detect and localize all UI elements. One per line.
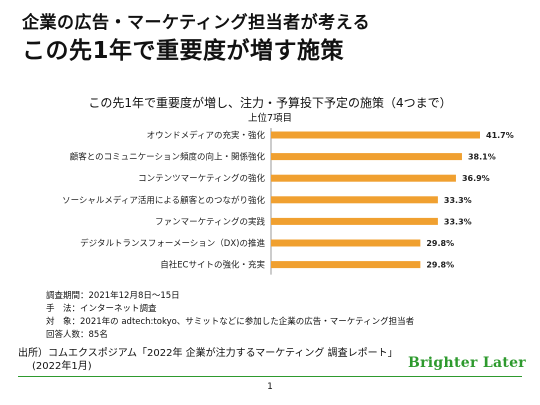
- data-label: 36.9%: [462, 174, 490, 183]
- data-label: 38.1%: [468, 153, 496, 162]
- source-line-1: 出所）コムエクスポジアム「2022年 企業が注力するマーケティング 調査レポート…: [18, 348, 398, 359]
- survey-notes: 調査期間：2021年12月8日〜15日 手 法：インターネット調査 対 象：20…: [46, 290, 414, 342]
- bar: [271, 239, 421, 247]
- note-target: 対 象：2021年の adtech:tokyo、サミットなどに参加した企業の広告…: [46, 317, 415, 327]
- category-label: ファンマーケティングの実践: [155, 216, 265, 227]
- note-respondents: 回答人数：85名: [46, 330, 108, 340]
- category-label: デジタルトランスフォーメーション（DX)の推進: [80, 238, 265, 249]
- heading-line-1: 企業の広告・マーケティング担当者が考える: [22, 13, 371, 33]
- data-label: 29.8%: [426, 261, 454, 270]
- page-number: 1: [267, 382, 273, 392]
- bar: [271, 131, 480, 139]
- bar: [271, 261, 421, 269]
- brand-logo: Brighter Later: [408, 355, 526, 371]
- slide-heading: 企業の広告・マーケティング担当者が考える この先1年で重要度が増す施策: [22, 12, 370, 66]
- note-period: 調査期間：2021年12月8日〜15日: [46, 291, 180, 301]
- category-label: オウンドメディアの充実・強化: [147, 130, 266, 141]
- data-label: 29.8%: [426, 239, 454, 248]
- bar: [271, 196, 438, 204]
- category-label: ソーシャルメディア活用による顧客とのつながり強化: [62, 195, 265, 206]
- source-citation: 出所）コムエクスポジアム「2022年 企業が注力するマーケティング 調査レポート…: [18, 347, 398, 373]
- footer-divider: [18, 376, 522, 377]
- chart-subtitle: 上位7項目: [247, 113, 293, 124]
- bar: [271, 174, 456, 182]
- bar: [271, 153, 462, 161]
- chart-title: この先1年で重要度が増し、注力・予算投下予定の施策（4つまで）: [88, 96, 452, 110]
- bar: [271, 217, 438, 225]
- heading-line-2: この先1年で重要度が増す施策: [22, 38, 345, 64]
- category-label: コンテンツマーケティングの強化: [138, 173, 265, 184]
- bar-chart: オウンドメディアの充実・強化 41.7% 顧客とのコミュニケーション頻度の向上・関係…: [62, 128, 514, 275]
- data-label: 33.3%: [444, 217, 472, 226]
- source-line-2: (2022年1月): [32, 361, 92, 372]
- category-label: 顧客とのコミュニケーション頻度の向上・関係強化: [70, 152, 266, 163]
- data-label: 41.7%: [486, 131, 514, 140]
- data-label: 33.3%: [444, 196, 472, 205]
- note-method: 手 法：インターネット調査: [46, 304, 157, 314]
- category-label: 自社ECサイトの強化・充実: [160, 260, 265, 271]
